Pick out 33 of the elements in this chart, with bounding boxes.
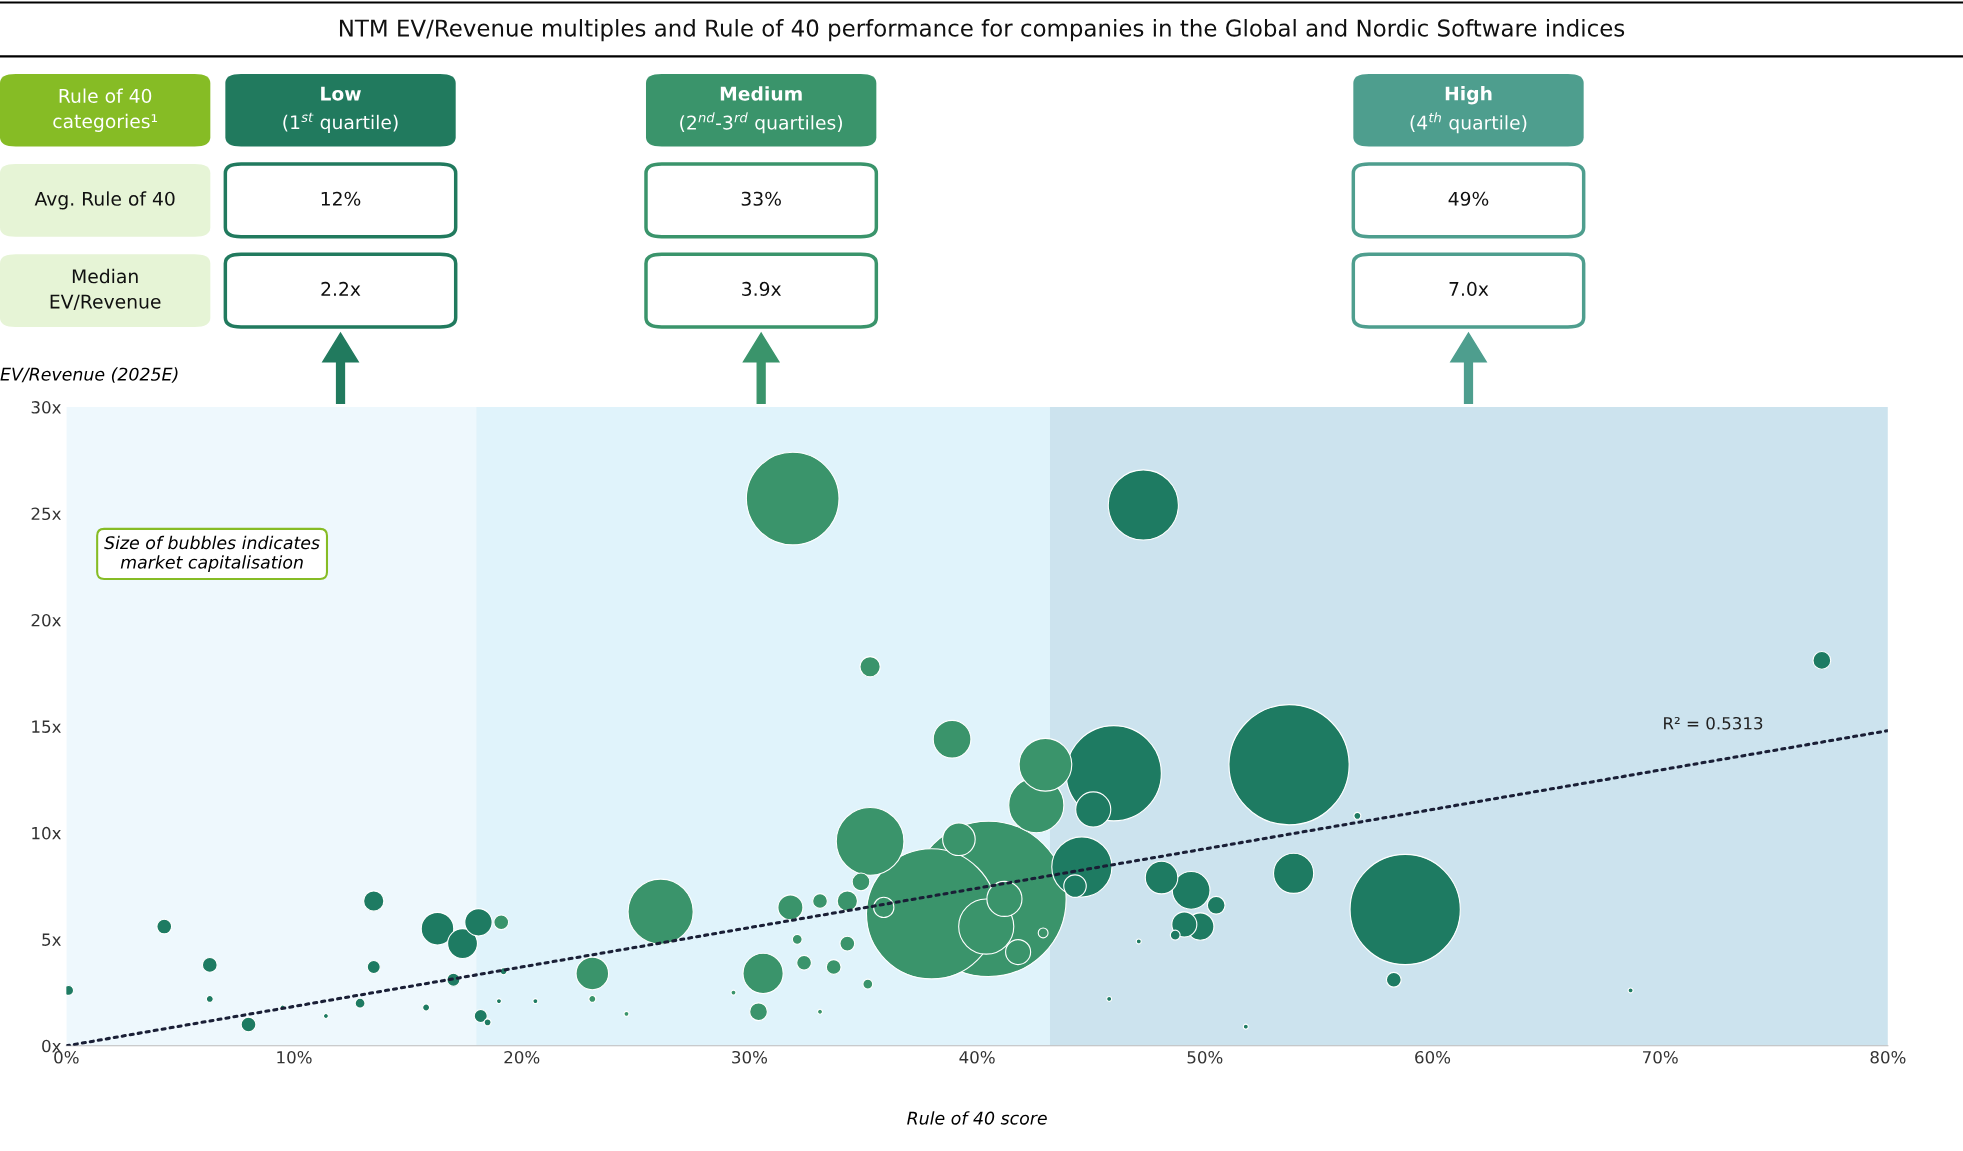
y-tick-label: 0x: [42, 1039, 61, 1053]
x-tick-label: 20%: [504, 1050, 540, 1064]
x-tick-label: 80%: [1870, 1050, 1906, 1064]
x-tick-label: 30%: [732, 1050, 768, 1064]
y-tick-label: 10x: [32, 826, 61, 840]
x-tick-label: 50%: [1187, 1050, 1223, 1064]
text: 49%: [1448, 191, 1489, 206]
x-tick-label: 60%: [1415, 1050, 1451, 1064]
y-axis-title: EV/Revenue (2025E): [0, 367, 178, 383]
annotation: R² = 0.5313: [1664, 716, 1763, 730]
annotation: Size of bubbles indicates market capitalisation: [104, 535, 320, 573]
category-label: Avg. Rule of 40: [34, 191, 175, 210]
x-axis-title: Rule of 40 score: [907, 1111, 1047, 1125]
y-tick-label: 15x: [32, 720, 61, 733]
text: 3.9x: [742, 281, 782, 297]
category-label: Medium (2$^{nd}$-3$^{rd}$ quartiles): [680, 86, 842, 134]
y-tick-label: 5x: [42, 933, 61, 946]
y-tick-label: 25x: [31, 507, 61, 521]
x-tick-label: 70%: [1643, 1050, 1678, 1064]
x-tick-label: 40%: [959, 1050, 995, 1064]
category-label: Low (1$^{st}$ quartile): [283, 86, 398, 133]
category-label: Median EV/Revenue: [50, 268, 161, 311]
text: 33%: [741, 191, 781, 206]
y-tick-label: 30x: [31, 401, 61, 414]
category-label: Rule of 40 categories¹: [53, 88, 158, 132]
text: 2.2x: [321, 281, 361, 296]
text: 7.0x: [1449, 281, 1489, 297]
x-tick-label: 10%: [277, 1050, 312, 1064]
y-tick-label: 20x: [31, 613, 61, 627]
category-label: High (4$^{th}$ quartile): [1410, 86, 1527, 134]
text: NTM EV/Revenue multiples and Rule of 40 performance for companies in the Global and Nordic Software indices: [339, 18, 1625, 42]
x-tick-label: 0%: [54, 1050, 79, 1064]
text: 12%: [321, 191, 361, 206]
